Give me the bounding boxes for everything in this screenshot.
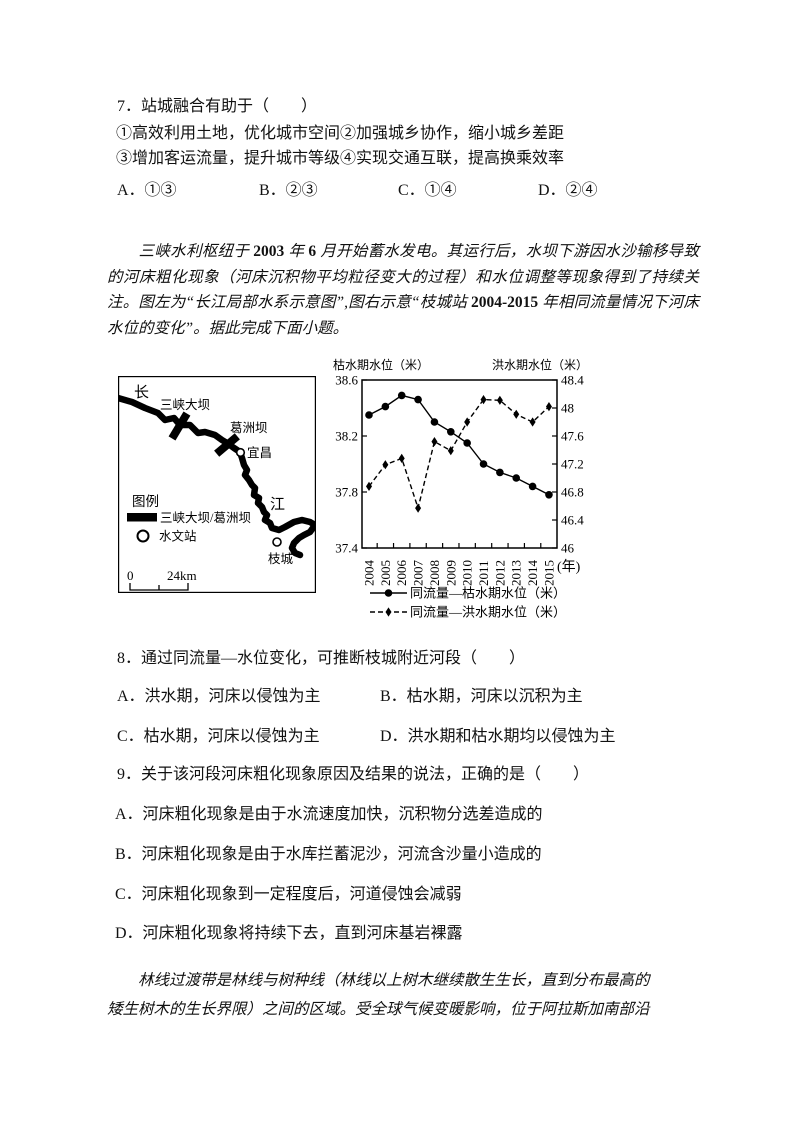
marker-diamond [431, 437, 438, 447]
q8-option-c: C．枯水期，河床以侵蚀为主 [117, 728, 320, 745]
map-legend-dam-label: 三峡大坝/葛洲坝 [160, 511, 251, 525]
map-legend-station-label: 水文站 [159, 529, 197, 544]
x-tick-label: 2008 [427, 560, 442, 586]
x-tick-label: 2007 [411, 560, 426, 587]
marker-diamond [464, 417, 471, 427]
marker-circle [414, 395, 422, 404]
x-tick-label: 2011 [476, 560, 491, 586]
map-scale-bar [129, 583, 189, 591]
x-tick-label: 2014 [525, 560, 540, 587]
right-axis-title: 洪水期水位（米） [492, 357, 588, 372]
q8-option-a: A．洪水期，河床以侵蚀为主 [117, 688, 321, 705]
q7-option-a: A．①③ [117, 182, 177, 199]
q7-subitems-2: ③增加客运流量，提升城市等级④实现交通互联，提高换乘效率 [116, 150, 565, 167]
marker-circle [479, 460, 488, 468]
right-tick-label: 48 [561, 401, 574, 416]
right-tick-label: 48.4 [561, 373, 584, 388]
map-label-jiang: 江 [270, 496, 285, 513]
map-label-yichang: 宜昌 [247, 445, 272, 460]
q8-option-d: D．洪水期和枯水期均以侵蚀为主 [380, 728, 616, 745]
hydro-station-marker-yichang [235, 447, 246, 458]
right-tick-label: 47.2 [561, 457, 584, 472]
marker-diamond [545, 402, 552, 412]
marker-circle [365, 411, 373, 419]
marker-diamond [496, 395, 503, 405]
river-yangtze [118, 394, 316, 559]
marker-circle [381, 402, 390, 411]
marker-circle [545, 491, 553, 499]
marker-diamond [415, 503, 422, 513]
x-tick-label: 2010 [460, 560, 475, 586]
marker-diamond [398, 453, 405, 463]
left-tick-label: 37.8 [335, 485, 358, 500]
q7-option-d: D．②④ [538, 182, 598, 199]
marker-diamond [529, 417, 536, 427]
dam-bar-three-gorges [168, 411, 191, 441]
marker-circle [528, 482, 537, 491]
marker-circle [512, 474, 521, 482]
marker-diamond [382, 460, 389, 470]
intro-paragraph-three-gorges: 三峡水利枢纽于 2003 年 6 月开始蓄水发电。其运行后，水坝下游因水沙输移导… [107, 243, 699, 337]
map-label-chang: 长 [134, 384, 149, 401]
map-legend-title: 图例 [132, 494, 159, 509]
marker-circle [384, 589, 393, 597]
x-tick-label: 2009 [443, 560, 458, 586]
q9-option-b: B．河床粗化现象是由于水库拦蓄泥沙，河流含沙量小造成的 [115, 846, 542, 863]
map-scale-zero: 0 [127, 568, 134, 583]
q9-option-c: C．河床粗化现象到一定程度后，河道侵蚀会减弱 [115, 886, 462, 903]
q8-stem: 8．通过同流量—水位变化，可推断枝城附近河段（ ） [117, 650, 526, 667]
map-legend-dam-swatch [127, 513, 157, 522]
map-figure-yangtze: 长 三峡大坝 葛洲坝 宜昌 江 枝城 图例 三峡大坝/葛洲坝 水文站 0 24k… [118, 376, 316, 593]
right-tick-label: 46.4 [561, 513, 584, 528]
marker-diamond [385, 607, 392, 617]
left-axis-title: 枯水期水位（米） [333, 357, 429, 372]
left-tick-label: 37.4 [335, 541, 358, 556]
legend-label-1: 同流量—洪水期水位（米） [410, 605, 566, 620]
intro-paragraph-treeline: 林线过渡带是林线与树种线（林线以上树木继续散生生长，直到分布最高的 矮生树木的生… [107, 972, 650, 1018]
hydro-station-marker-zhicheng [272, 537, 282, 547]
q9-option-d: D．河床粗化现象将持续下去，直到河床基岩裸露 [115, 925, 463, 942]
q7-option-c: C．①④ [398, 182, 457, 199]
left-tick-label: 38.6 [335, 373, 358, 388]
right-tick-label: 46.8 [561, 485, 584, 500]
marker-circle [430, 418, 439, 426]
x-tick-label: 2006 [394, 560, 409, 587]
series-line-1 [368, 398, 550, 511]
map-label-dam1: 三峡大坝 [160, 398, 210, 412]
marker-circle [447, 428, 455, 436]
x-tick-label: 2012 [492, 560, 507, 586]
map-legend-station-swatch [136, 529, 150, 543]
q8-option-b: B．枯水期，河床以沉积为主 [380, 688, 583, 705]
marker-diamond [447, 446, 454, 456]
q9-option-a: A．河床粗化现象是由于水流速度加快，沉积物分选差造成的 [115, 806, 543, 823]
chart-figure-water-level: 枯水期水位（米） 洪水期水位（米） 38.6 38.2 37.8 37.4 48.4 48 47… [333, 357, 588, 620]
marker-circle [496, 468, 504, 477]
x-axis-unit: (年) [557, 559, 581, 575]
q7-stem: 7．站城融合有助于（ ） [117, 98, 318, 115]
q9-stem: 9．关于该河段河床粗化现象原因及结果的说法，正确的是（ ） [117, 766, 590, 783]
left-tick-label: 38.2 [335, 429, 358, 444]
x-tick-label: 2015 [541, 560, 556, 586]
map-scale-distance: 24km [167, 568, 197, 583]
dam-bar-gezhouba [214, 433, 240, 457]
q7-option-b: B．②③ [259, 182, 318, 199]
marker-circle [463, 439, 471, 447]
marker-diamond [513, 409, 520, 419]
q7-subitems-1: ①高效利用土地，优化城市空间②加强城乡协作，缩小城乡差距 [116, 125, 565, 142]
map-label-dam2: 葛洲坝 [230, 421, 268, 435]
right-tick-label: 46 [561, 541, 575, 556]
marker-circle [397, 391, 406, 400]
right-tick-label: 47.6 [561, 429, 584, 444]
legend-label-0: 同流量—枯水期水位（米） [410, 586, 566, 601]
series-line-0 [368, 394, 550, 496]
x-tick-label: 2005 [378, 560, 393, 586]
x-tick-label: 2013 [509, 560, 524, 586]
map-label-zhicheng: 枝城 [268, 551, 294, 566]
x-tick-label: 2004 [362, 560, 377, 587]
plot-frame [361, 379, 558, 549]
